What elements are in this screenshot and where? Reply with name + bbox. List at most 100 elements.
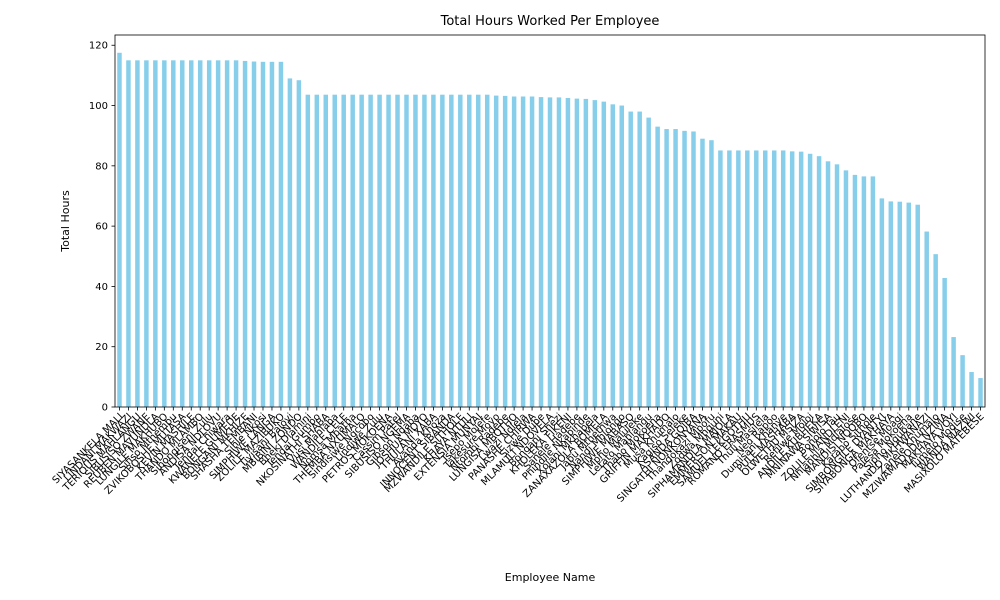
y-tick-label: 120 xyxy=(89,41,108,52)
bar xyxy=(843,170,849,407)
bar xyxy=(171,60,176,407)
bar xyxy=(655,126,660,407)
bar xyxy=(314,94,320,408)
bar xyxy=(960,355,965,407)
bar xyxy=(162,60,167,407)
bar xyxy=(574,98,580,407)
bar xyxy=(610,104,616,407)
bar xyxy=(736,150,741,407)
y-axis: 0 20 40 60 80 100 120 xyxy=(89,41,115,414)
bar xyxy=(861,176,867,407)
bar xyxy=(511,96,517,408)
bar xyxy=(727,150,732,407)
bar xyxy=(484,94,490,408)
bar xyxy=(251,61,257,408)
bar xyxy=(771,150,777,407)
y-tick-label: 0 xyxy=(102,403,108,414)
bar xyxy=(197,60,203,407)
bar xyxy=(628,111,633,408)
bar xyxy=(915,204,920,407)
bar xyxy=(368,94,373,408)
bar xyxy=(933,254,938,407)
bar xyxy=(377,94,382,408)
bar xyxy=(879,198,885,407)
bar xyxy=(341,94,346,408)
bar xyxy=(870,176,876,407)
bar xyxy=(718,150,723,407)
bar xyxy=(583,98,589,407)
bar xyxy=(467,94,472,408)
bar xyxy=(825,161,831,407)
bar xyxy=(224,60,230,407)
bar xyxy=(332,94,337,408)
bar xyxy=(682,130,687,407)
bar xyxy=(664,129,669,407)
bar xyxy=(323,94,329,408)
bar xyxy=(135,60,140,407)
bar xyxy=(458,94,463,408)
bar xyxy=(816,156,822,407)
bar xyxy=(798,151,804,407)
bar xyxy=(502,95,508,407)
y-tick-label: 80 xyxy=(95,161,108,172)
bar xyxy=(754,150,759,407)
bar xyxy=(763,150,768,407)
bar xyxy=(888,201,894,407)
bar xyxy=(242,60,248,407)
bar xyxy=(520,96,526,408)
bar xyxy=(547,97,553,407)
bar xyxy=(538,97,544,407)
bar xyxy=(592,100,598,407)
bar xyxy=(978,378,983,407)
bar xyxy=(395,94,400,408)
bar xyxy=(359,94,364,408)
bar xyxy=(951,337,956,407)
bar xyxy=(350,94,355,408)
bar xyxy=(269,61,275,407)
bar xyxy=(619,105,624,408)
bar xyxy=(144,60,149,407)
bar xyxy=(422,94,427,408)
bar xyxy=(386,94,391,408)
bar xyxy=(709,140,714,407)
y-tick-label: 100 xyxy=(89,101,108,112)
y-tick-label: 40 xyxy=(95,282,108,293)
bar xyxy=(431,94,436,408)
bar xyxy=(440,94,445,408)
bar xyxy=(153,60,158,407)
bar xyxy=(637,111,642,408)
bar xyxy=(906,202,912,407)
x-axis-label: Employee Name xyxy=(505,571,596,584)
bar xyxy=(529,96,535,408)
bar xyxy=(897,201,903,407)
bar xyxy=(924,231,929,407)
bar xyxy=(780,150,786,407)
bar xyxy=(807,153,813,407)
bar xyxy=(691,131,696,407)
chart-title: Total Hours Worked Per Employee xyxy=(440,14,660,29)
y-tick-label: 20 xyxy=(95,342,108,353)
bar xyxy=(789,151,795,407)
bar xyxy=(287,78,293,408)
bar xyxy=(188,60,194,407)
bar xyxy=(745,150,750,407)
bar xyxy=(413,94,418,408)
bar xyxy=(969,372,974,407)
bar xyxy=(260,61,266,407)
bar xyxy=(126,60,131,407)
bar xyxy=(476,94,481,408)
bar xyxy=(215,60,221,407)
bar xyxy=(233,60,239,407)
y-tick-label: 60 xyxy=(95,222,108,233)
bar xyxy=(180,60,185,407)
bar xyxy=(296,80,302,407)
bar xyxy=(206,60,212,407)
bar xyxy=(852,174,858,407)
bar xyxy=(449,94,454,408)
bar xyxy=(305,94,311,408)
bar xyxy=(565,98,571,408)
y-axis-label: Total Hours xyxy=(59,190,72,253)
